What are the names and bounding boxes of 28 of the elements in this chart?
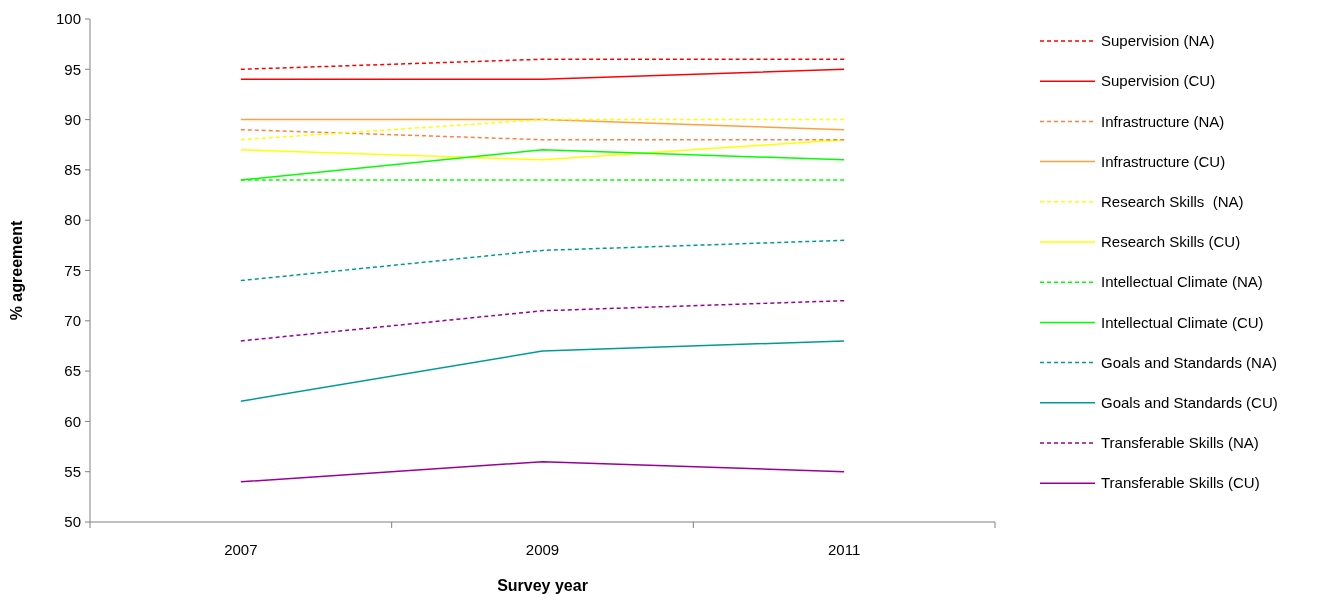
y-tick-label: 100 — [55, 10, 81, 28]
y-tick-label: 50 — [64, 513, 81, 531]
legend-label: Intellectual Climate (CU) — [1101, 313, 1264, 331]
y-tick-label: 90 — [64, 110, 81, 128]
legend-label: Transferable Skills (CU) — [1101, 474, 1260, 492]
x-tick-label: 2009 — [525, 541, 560, 558]
y-tick-label: 95 — [64, 60, 81, 78]
y-tick-label: 80 — [64, 211, 81, 229]
legend-label: Research Skills (NA) — [1101, 193, 1244, 211]
x-tick-label: 2007 — [224, 541, 258, 558]
y-tick-label: 85 — [64, 161, 81, 179]
y-tick-label: 55 — [64, 462, 81, 480]
legend-label: Goals and Standards (NA) — [1101, 353, 1277, 371]
y-tick-label: 65 — [64, 362, 81, 380]
legend-label: Supervision (NA) — [1101, 32, 1215, 50]
legend-label: Infrastructure (CU) — [1101, 152, 1226, 170]
legend-label: Infrastructure (NA) — [1101, 112, 1225, 130]
legend-label: Intellectual Climate (NA) — [1101, 273, 1263, 291]
y-tick-label: 60 — [64, 412, 81, 430]
y-tick-label: 75 — [64, 261, 81, 279]
legend-label: Supervision (CU) — [1101, 72, 1216, 90]
legend-label: Research Skills (CU) — [1101, 233, 1241, 251]
y-tick-label: 70 — [64, 312, 81, 330]
legend-label: Goals and Standards (CU) — [1101, 394, 1278, 412]
legend-label: Transferable Skills (NA) — [1101, 434, 1259, 452]
x-axis-title: Survey year — [497, 577, 588, 594]
y-axis-title: % agreement — [8, 220, 25, 321]
x-tick-label: 2011 — [828, 541, 861, 558]
